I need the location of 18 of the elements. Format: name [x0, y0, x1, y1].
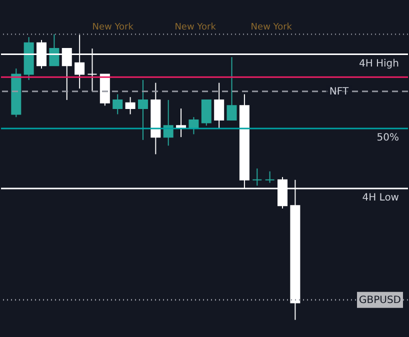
text: New York: [174, 22, 217, 32]
candlestick: [214, 82, 224, 130]
ref-line-label: NFT: [329, 86, 350, 98]
ref-line-label: GBPUSD: [358, 294, 402, 306]
candlestick: [138, 79, 148, 140]
ref-line-label: 4H High: [358, 58, 399, 70]
candlestick: [264, 170, 275, 184]
text: New York: [250, 22, 293, 32]
candlestick: [188, 116, 199, 135]
candlestick: [125, 96, 136, 115]
candlestick: [201, 99, 212, 126]
candlestick: [49, 34, 60, 66]
annotation: 50%: [376, 132, 399, 144]
ref-line-label: 4H Low: [362, 192, 399, 204]
candlestick: [226, 56, 237, 120]
text: New York: [92, 22, 134, 32]
candlestick: [112, 94, 123, 115]
candlestick: [252, 168, 262, 186]
